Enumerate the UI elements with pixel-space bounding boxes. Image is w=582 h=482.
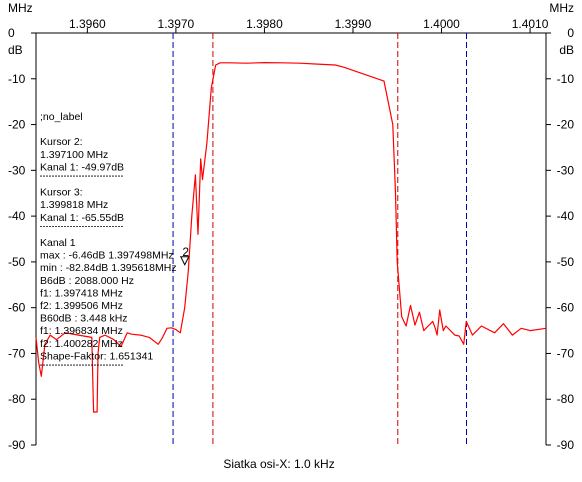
- info-line: ;no_label: [40, 111, 83, 123]
- y-tick-label-right: -30: [557, 163, 575, 177]
- x-tick-label: 1.3990: [335, 17, 372, 31]
- x-tick-label: 1.4010: [512, 17, 549, 31]
- info-line: f1: 1.396834 MHz: [40, 325, 123, 337]
- y-tick-label-left: -30: [8, 163, 26, 177]
- x-tick-label: 1.3970: [158, 17, 195, 31]
- y-tick-label-right: -20: [557, 118, 575, 132]
- y-tick-label-left: -60: [8, 301, 26, 315]
- cursor-layer: [172, 33, 467, 445]
- y-tick-label-left: -40: [8, 209, 26, 223]
- y-tick-label-right: -50: [557, 255, 575, 269]
- x-unit-label-left: MHz: [8, 1, 33, 15]
- x-tick-label: 1.3960: [69, 17, 106, 31]
- y-tick-label-right: -70: [557, 346, 575, 360]
- y-tick-label-right: -90: [557, 438, 575, 452]
- info-line: Kanal 1: -49.97dB: [40, 161, 124, 173]
- info-line: B60dB : 3.448 kHz: [40, 313, 128, 325]
- y-tick-label-right: -10: [557, 72, 575, 86]
- cursor-marker: [179, 256, 190, 266]
- info-line: f2: 1.399506 MHz: [40, 300, 123, 312]
- y-tick-label-left: -20: [8, 118, 26, 132]
- y-unit-label-right: dB: [559, 43, 574, 57]
- axes-layer: 1.3960 1.3970 1.3980 1.3990 1.4000 1.4010 0 0 -1…: [8, 17, 574, 452]
- y-tick-label-left: -80: [8, 392, 26, 406]
- trace-layer: [35, 61, 547, 413]
- info-line: Shape-Faktor: 1.651341: [40, 350, 153, 362]
- y-tick-label-right: -60: [557, 301, 575, 315]
- x-axis-title: Siatka osi-X: 1.0 kHz: [223, 457, 334, 471]
- y-tick-label-left: -90: [8, 438, 26, 452]
- cursor-marker-label: 2: [182, 245, 189, 259]
- y-tick-label-left: -10: [8, 72, 26, 86]
- x-unit-label-right: MHz: [549, 1, 574, 15]
- marker-layer: 2: [179, 245, 190, 266]
- x-tick-label: 1.3980: [246, 17, 283, 31]
- info-line: 1.397100 MHz: [40, 149, 108, 161]
- info-line: Kanal 1: [40, 237, 76, 249]
- y-tick-label-right: -80: [557, 392, 575, 406]
- y-tick-label-left: 0: [8, 26, 15, 40]
- info-line: min : -82.84dB 1.395618MHz: [40, 262, 177, 274]
- info-line: f1: 1.397418 MHz: [40, 287, 123, 299]
- info-line: Kursor 2:: [40, 136, 83, 148]
- info-line: Kanal 1: -65.55dB: [40, 212, 124, 224]
- x-tick-label: 1.4000: [423, 17, 460, 31]
- info-line: max : -6.46dB 1.397498MHz: [40, 250, 174, 262]
- info-line: f2: 1.400282 MHz: [40, 338, 123, 350]
- info-line: 1.399818 MHz: [40, 199, 108, 211]
- y-tick-label-right: -40: [557, 209, 575, 223]
- y-tick-label-left: -50: [8, 255, 26, 269]
- y-unit-label-left: dB: [8, 43, 23, 57]
- series-line: [35, 61, 547, 413]
- info-line: Kursor 3:: [40, 187, 83, 199]
- y-tick-label-right: 0: [567, 26, 574, 40]
- info-line: B6dB : 2088.000 Hz: [40, 275, 134, 287]
- y-tick-label-left: -70: [8, 346, 26, 360]
